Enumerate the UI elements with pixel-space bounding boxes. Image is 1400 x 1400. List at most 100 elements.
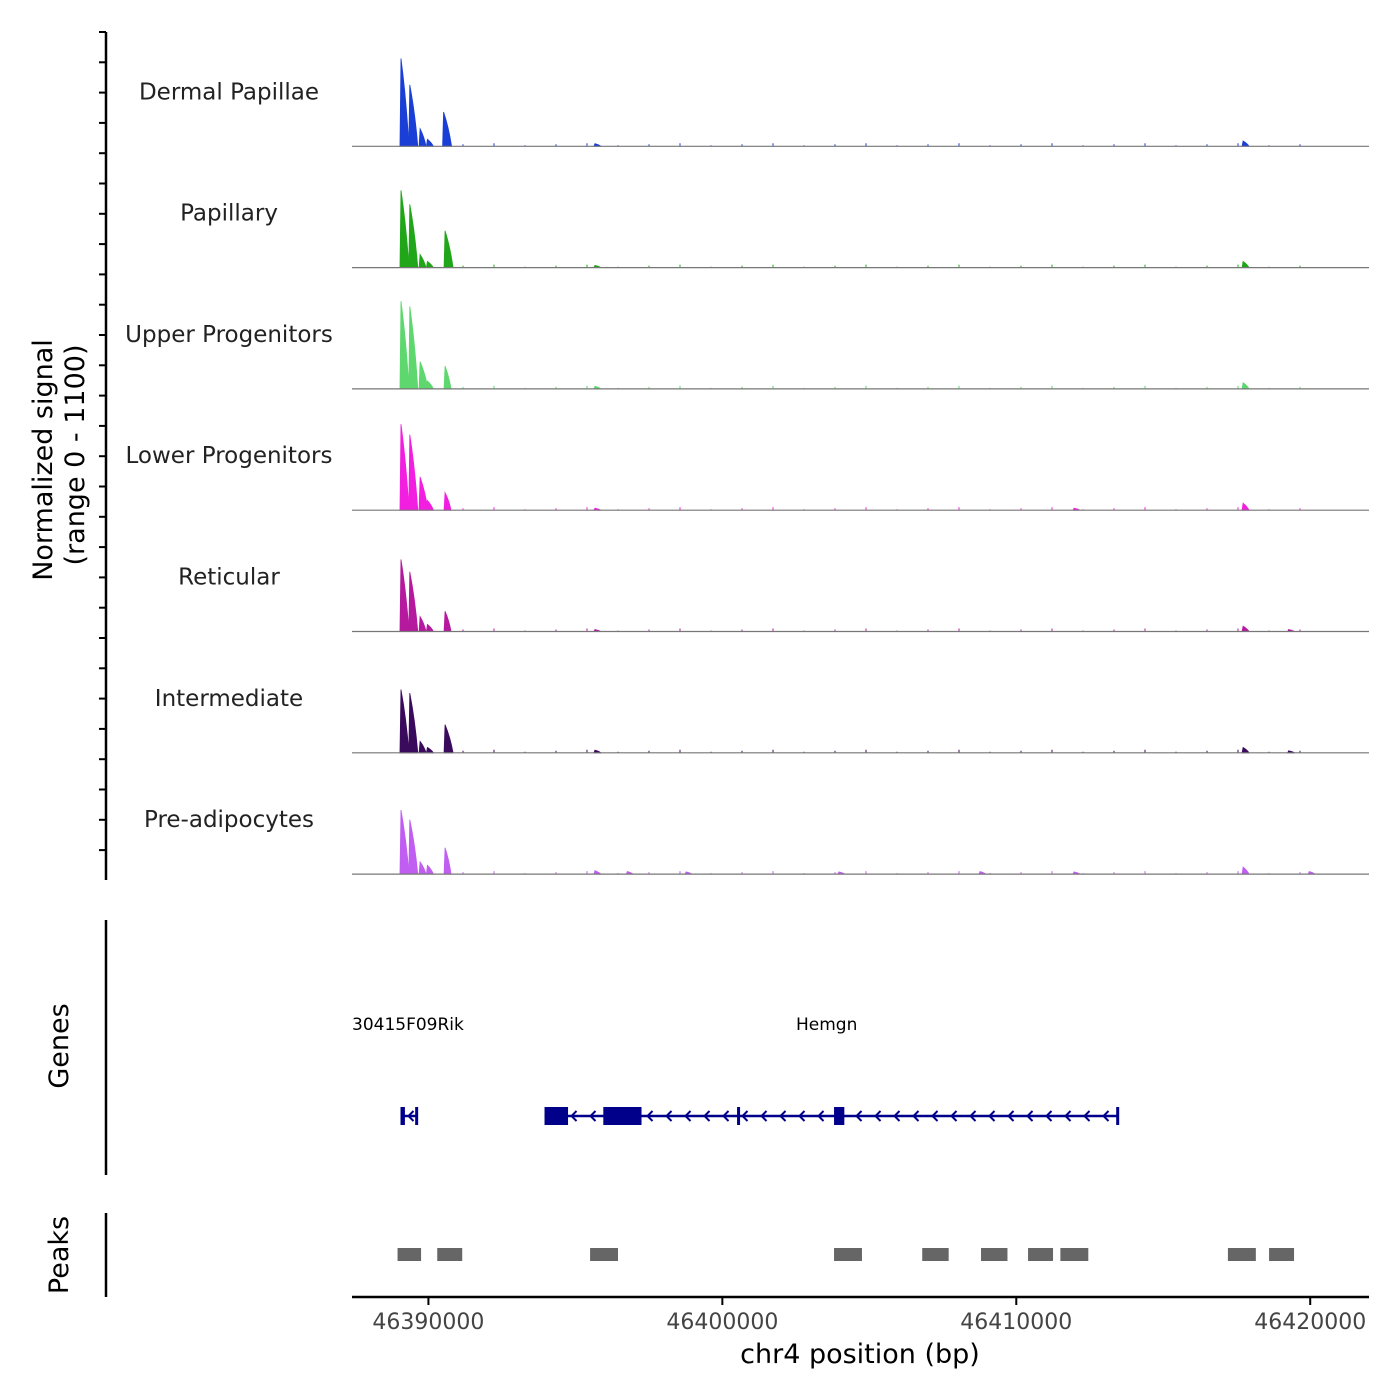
signal-peak: [425, 864, 435, 875]
signal-peak: [408, 84, 419, 147]
strand-arrow: [407, 1110, 415, 1122]
signal-peak: [1241, 382, 1250, 390]
track-label: Papillary: [180, 201, 278, 227]
strand-arrow: [950, 1110, 958, 1122]
signal-peak: [399, 58, 410, 147]
track-label: Upper Progenitors: [125, 322, 333, 348]
peak-region: [922, 1248, 949, 1261]
strand-arrow: [1083, 1110, 1091, 1122]
y-axis-title-line2: (range 0 - 1100): [60, 345, 91, 566]
signal-peak: [399, 190, 410, 268]
signal-peak: [399, 689, 410, 754]
signal-peak: [1241, 260, 1250, 268]
strand-arrow: [627, 1110, 635, 1122]
peak-region: [1269, 1248, 1295, 1261]
track-dermal-papillae: Dermal Papillae: [139, 58, 1369, 147]
peak-region: [1028, 1248, 1054, 1261]
strand-arrow: [551, 1110, 559, 1122]
genes-label: Genes: [44, 1003, 75, 1088]
signal-peak: [418, 740, 427, 754]
peak-region: [1060, 1248, 1089, 1261]
strand-arrow: [608, 1110, 616, 1122]
strand-arrow: [665, 1110, 673, 1122]
strand-arrow: [836, 1110, 844, 1122]
signal-peak: [443, 724, 454, 754]
strand-arrow: [684, 1110, 692, 1122]
strand-arrow: [798, 1110, 806, 1122]
signal-peak: [418, 860, 427, 875]
signal-peak: [443, 365, 452, 390]
x-tick-label: 46410000: [960, 1310, 1072, 1335]
track-label: Intermediate: [155, 686, 303, 712]
track-label: Dermal Papillae: [139, 79, 319, 105]
peak-region: [834, 1248, 862, 1261]
x-axis-title: chr4 position (bp): [740, 1339, 980, 1370]
signal-peak: [399, 424, 410, 511]
signal-peak: [442, 111, 453, 147]
signal-peak: [418, 253, 427, 268]
gene-hemgn: Hemgn: [544, 1015, 1120, 1125]
signal-peak: [418, 127, 427, 147]
signal-peak: [399, 809, 410, 875]
track-label: Reticular: [178, 565, 280, 591]
strand-arrow: [741, 1110, 749, 1122]
strand-arrow: [969, 1110, 977, 1122]
gene-exon: [737, 1107, 741, 1125]
signal-peak: [408, 693, 419, 754]
track-label: Pre-adipocytes: [144, 807, 314, 833]
strand-arrow: [817, 1110, 825, 1122]
strand-arrow: [912, 1110, 920, 1122]
strand-arrow: [1045, 1110, 1053, 1122]
signal-peak: [399, 301, 410, 390]
strand-arrow: [703, 1110, 711, 1122]
signal-peak: [425, 623, 435, 632]
peak-region: [397, 1248, 422, 1261]
track-label: Lower Progenitors: [126, 443, 333, 469]
y-axis-title-line1: Normalized signal: [28, 339, 59, 581]
signal-tracks: Dermal Papillae Papillary Upper Progenitor…: [125, 58, 1369, 875]
gene-exon: [834, 1107, 845, 1125]
signal-peak: [408, 819, 419, 875]
left-axis-layer: [99, 31, 108, 880]
signal-peak: [425, 138, 435, 147]
strand-arrow: [570, 1110, 578, 1122]
gene-track: 30415F09Rik Hemgn: [352, 1015, 1120, 1125]
peak-region: [590, 1248, 619, 1261]
signal-peak: [1241, 746, 1250, 754]
x-tick-label: 46420000: [1254, 1310, 1366, 1335]
signal-peak: [408, 571, 419, 632]
gene-label: Hemgn: [796, 1015, 857, 1035]
gene-label: 30415F09Rik: [352, 1015, 464, 1035]
peak-region: [437, 1248, 463, 1261]
signal-peak: [1241, 502, 1250, 511]
signal-peak: [1241, 866, 1250, 875]
strand-arrow: [874, 1110, 882, 1122]
track-reticular: Reticular: [178, 559, 1369, 633]
gene-30415f09rik: 30415F09Rik: [352, 1015, 464, 1125]
strand-arrow: [988, 1110, 996, 1122]
signal-peak: [425, 499, 435, 511]
signal-peak: [408, 306, 419, 390]
x-axis-ticks: 46390000 46400000 46410000 46420000: [372, 1297, 1366, 1335]
strand-arrow: [931, 1110, 939, 1122]
track-lower-progenitors: Lower Progenitors: [126, 424, 1369, 511]
track-intermediate: Intermediate: [155, 686, 1369, 754]
signal-peak: [443, 847, 452, 875]
signal-peak: [399, 559, 410, 632]
strand-arrow: [589, 1110, 597, 1122]
strand-arrow: [722, 1110, 730, 1122]
track-upper-progenitors: Upper Progenitors: [125, 301, 1369, 390]
x-tick-label: 46400000: [666, 1310, 778, 1335]
gene-exon: [400, 1107, 405, 1125]
signal-peak: [1241, 625, 1250, 632]
signal-peak: [443, 491, 452, 511]
gene-exon: [544, 1107, 569, 1125]
peak-track: [397, 1248, 1295, 1261]
strand-arrow: [855, 1110, 863, 1122]
strand-arrow: [760, 1110, 768, 1122]
signal-peak: [443, 230, 454, 268]
strand-arrow: [1026, 1110, 1034, 1122]
strand-arrow: [779, 1110, 787, 1122]
signal-peak: [425, 380, 435, 390]
